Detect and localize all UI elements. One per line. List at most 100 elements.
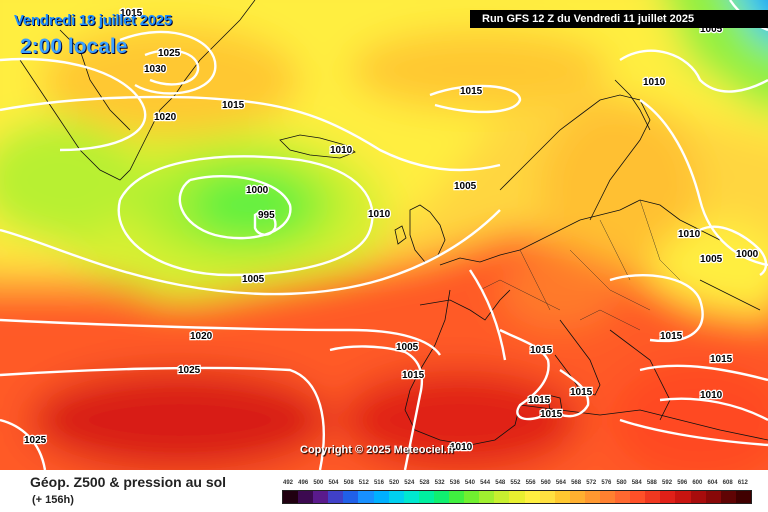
scale-swatch: [690, 491, 706, 503]
scale-value-label: 536: [449, 480, 460, 486]
scale-value-label: 596: [677, 480, 688, 486]
scale-swatch: [735, 491, 751, 503]
scale-swatch: [675, 491, 691, 503]
copyright-notice: Copyright © 2025 Meteociel.fr: [300, 444, 455, 456]
scale-value-label: 580: [616, 480, 627, 486]
scale-swatch: [494, 491, 510, 503]
scale-value-label: 568: [571, 480, 582, 486]
scale-swatch: [509, 491, 525, 503]
scale-value-label: 512: [358, 480, 369, 486]
scale-value-label: 500: [313, 480, 324, 486]
scale-value-label: 504: [328, 480, 339, 486]
svg-text:995: 995: [258, 210, 275, 221]
svg-text:1015: 1015: [222, 100, 245, 111]
scale-value-label: 600: [692, 480, 703, 486]
forecast-lead-time: (+ 156h): [32, 494, 74, 506]
svg-text:1010: 1010: [368, 209, 391, 220]
scale-value-label: 492: [283, 480, 294, 486]
scale-swatch: [705, 491, 721, 503]
scale-value-label: 532: [434, 480, 445, 486]
scale-swatch: [584, 491, 600, 503]
scale-swatch: [283, 491, 299, 503]
scale-swatch: [343, 491, 359, 503]
svg-text:1005: 1005: [700, 254, 723, 265]
scale-swatch: [569, 491, 585, 503]
scale-value-label: 560: [540, 480, 551, 486]
scale-swatch: [599, 491, 616, 503]
scale-swatch: [479, 491, 495, 503]
scale-value-label: 508: [343, 480, 354, 486]
scale-swatch: [328, 491, 344, 503]
scale-swatch: [298, 491, 314, 503]
scale-swatch: [313, 491, 329, 503]
svg-text:1005: 1005: [396, 342, 419, 353]
scale-swatch: [358, 491, 374, 503]
scale-swatch: [418, 491, 434, 503]
model-run-banner: Run GFS 12 Z du Vendredi 11 juillet 2025: [470, 10, 768, 28]
svg-text:1010: 1010: [700, 390, 723, 401]
isobar-labels: 1015 1025 1030 1020 1015 1015 1010 1000 …: [23, 7, 760, 455]
svg-text:1030: 1030: [144, 64, 167, 75]
scale-swatch: [524, 491, 540, 503]
svg-text:1025: 1025: [24, 435, 47, 446]
svg-text:1015: 1015: [570, 387, 593, 398]
forecast-local-time: 2:00 locale: [20, 35, 128, 58]
svg-text:1015: 1015: [530, 345, 553, 356]
geopotential-field: [0, 0, 768, 470]
scale-value-label: 544: [480, 480, 491, 486]
legend-panel: Géop. Z500 & pression au sol (+ 156h) 49…: [0, 470, 768, 512]
scale-value-label: 528: [419, 480, 430, 486]
scale-swatch: [373, 491, 389, 503]
scale-value-label: 524: [404, 480, 415, 486]
scale-value-label: 608: [722, 480, 733, 486]
svg-text:1015: 1015: [402, 370, 425, 381]
scale-swatch: [720, 491, 736, 503]
svg-text:1015: 1015: [660, 331, 683, 342]
scale-value-label: 572: [586, 480, 597, 486]
svg-text:1010: 1010: [450, 442, 473, 453]
svg-text:1010: 1010: [678, 229, 701, 240]
svg-text:1005: 1005: [242, 274, 265, 285]
scale-value-label: 540: [464, 480, 475, 486]
scale-value-label: 556: [525, 480, 536, 486]
svg-text:1005: 1005: [454, 181, 477, 192]
color-scale-bar: [282, 490, 752, 504]
svg-text:1015: 1015: [710, 354, 733, 365]
scale-swatch: [615, 491, 631, 503]
scale-value-label: 516: [373, 480, 384, 486]
map-parameter-title: Géop. Z500 & pression au sol: [30, 474, 227, 490]
svg-text:1010: 1010: [330, 145, 353, 156]
svg-text:1020: 1020: [154, 112, 177, 123]
scale-value-label: 520: [389, 480, 400, 486]
weather-map: 1015 1025 1030 1020 1015 1015 1010 1000 …: [0, 0, 768, 470]
svg-text:1010: 1010: [643, 77, 666, 88]
scale-value-label: 612: [737, 480, 748, 486]
svg-text:1015: 1015: [528, 395, 551, 406]
scale-swatch: [630, 491, 646, 503]
color-scale-labels: 492 496 500 504 508 512 516 520 524 528 532 536 540 5…: [282, 480, 752, 490]
scale-value-label: 604: [707, 480, 718, 486]
scale-value-label: 584: [631, 480, 642, 486]
scale-swatch: [433, 491, 450, 503]
forecast-date: Vendredi 18 juillet 2025: [14, 12, 172, 29]
scale-swatch: [539, 491, 555, 503]
scale-swatch: [388, 491, 404, 503]
svg-text:1020: 1020: [190, 331, 213, 342]
svg-text:1025: 1025: [178, 365, 201, 376]
svg-text:1025: 1025: [158, 48, 181, 59]
svg-text:1015: 1015: [460, 86, 483, 97]
svg-text:1015: 1015: [120, 8, 143, 19]
borders: [479, 199, 681, 331]
scale-swatch: [449, 491, 465, 503]
scale-value-label: 576: [601, 480, 612, 486]
svg-text:1015: 1015: [540, 409, 563, 420]
scale-value-label: 592: [662, 480, 673, 486]
scale-swatch: [645, 491, 661, 503]
scale-value-label: 588: [646, 480, 657, 486]
scale-value-label: 496: [298, 480, 309, 486]
svg-text:1000: 1000: [736, 249, 759, 260]
scale-value-label: 564: [555, 480, 566, 486]
scale-swatch: [403, 491, 419, 503]
scale-swatch: [464, 491, 480, 503]
scale-swatch: [660, 491, 676, 503]
